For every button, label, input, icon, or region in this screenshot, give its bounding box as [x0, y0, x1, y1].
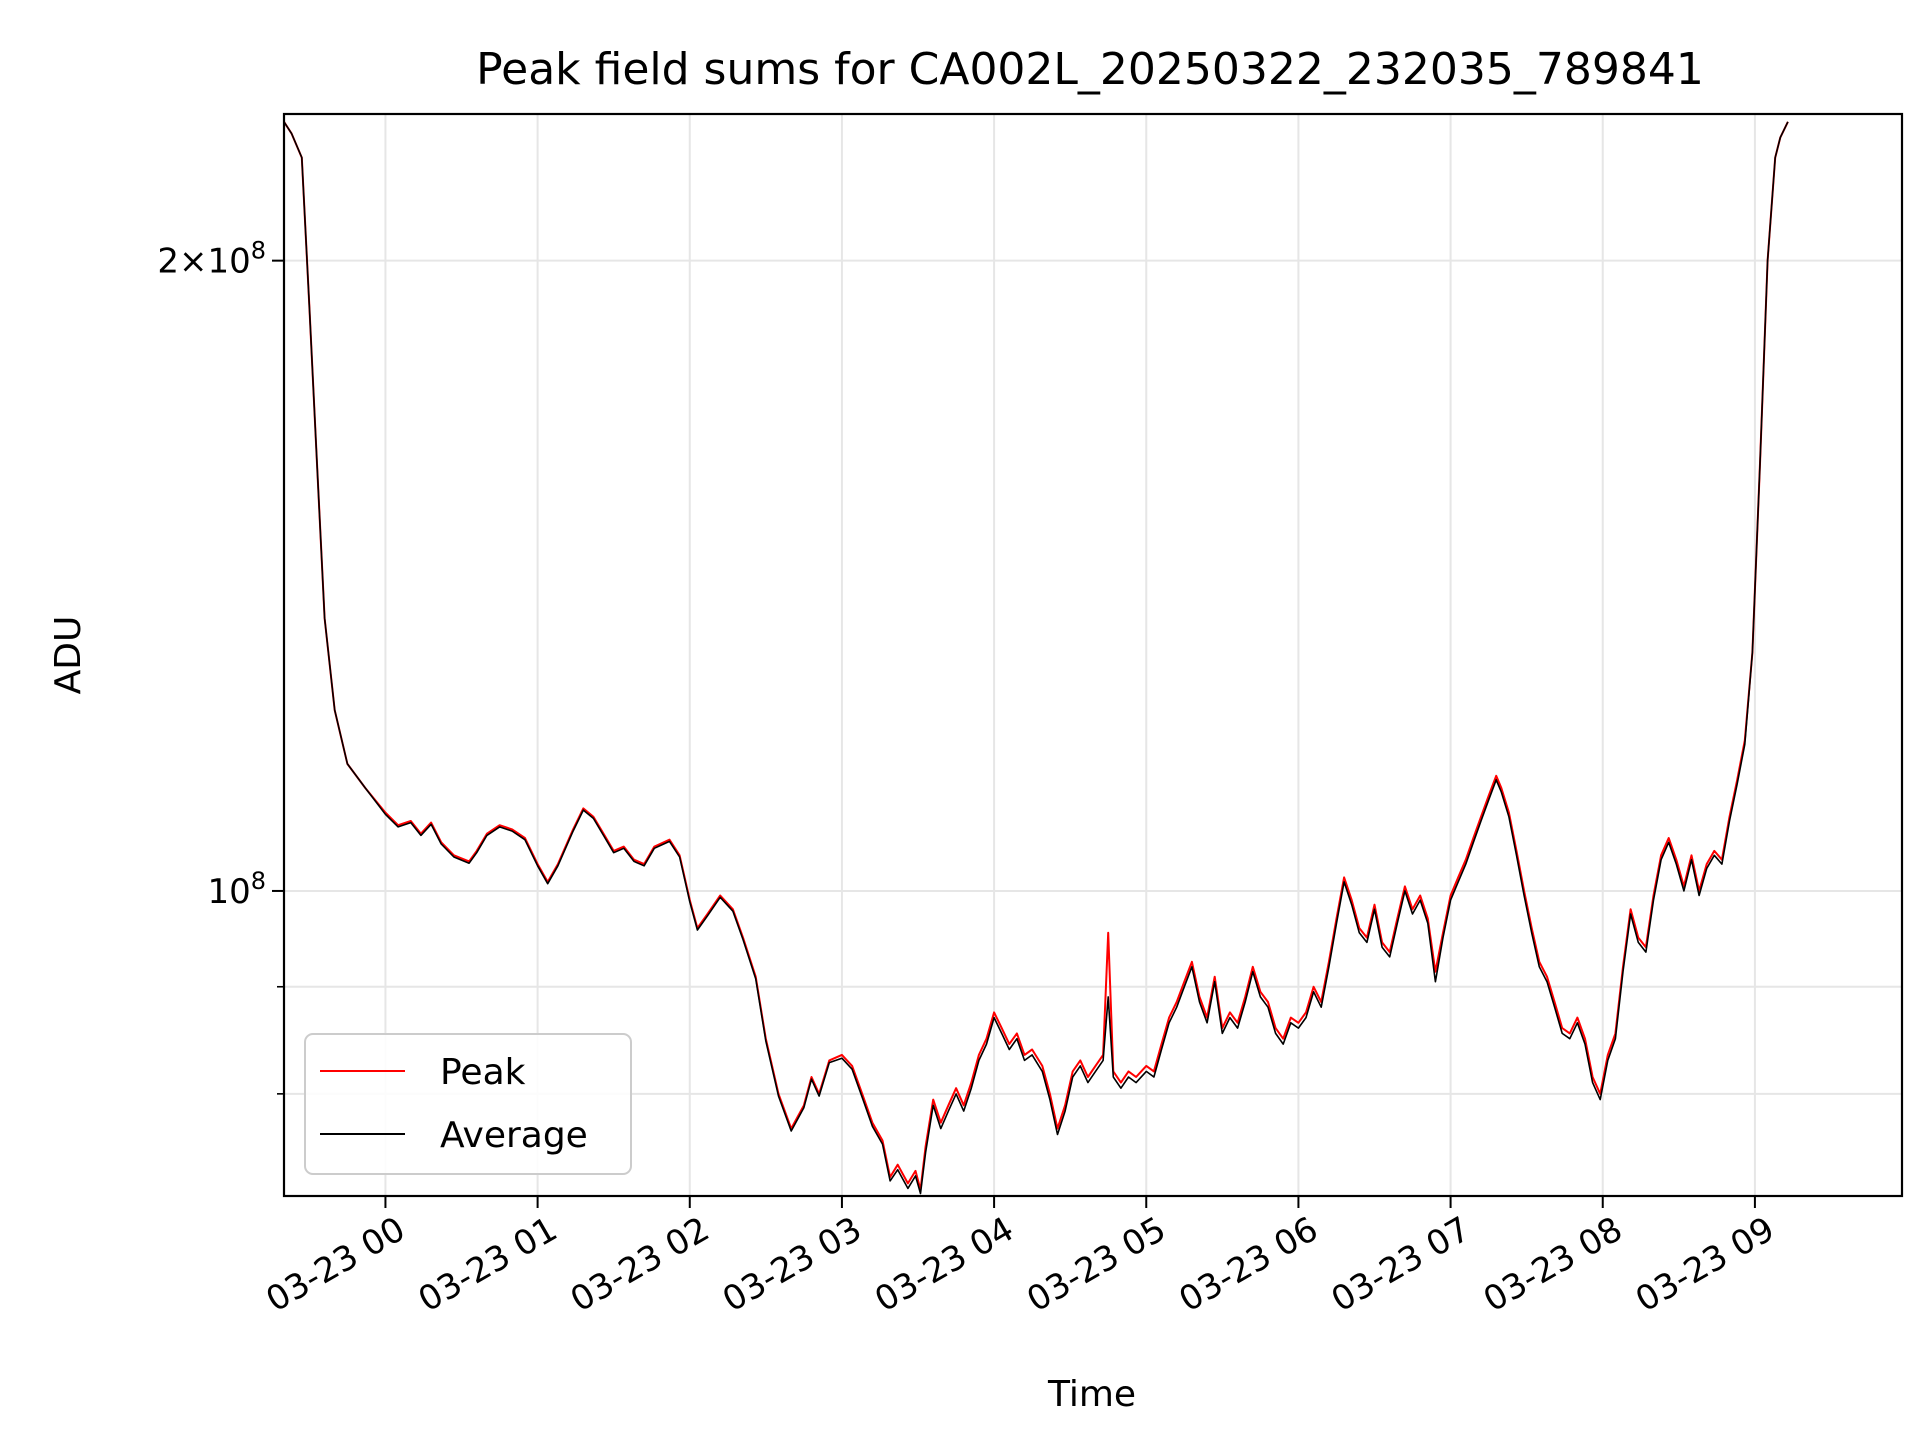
y-axis-label: ADU	[48, 616, 89, 695]
x-axis-label: Time	[1047, 1374, 1136, 1415]
y-tick-label: 108	[207, 867, 266, 912]
legend: Peak Average	[304, 1033, 632, 1175]
series-line-average	[283, 121, 1789, 1195]
grid-lines	[284, 114, 1902, 1196]
plot-series	[283, 121, 1789, 1195]
chart-title: Peak field sums for CA002L_20250322_2320…	[476, 44, 1704, 95]
legend-box	[304, 1033, 632, 1175]
legend-label-peak: Peak	[440, 1052, 526, 1093]
legend-label-average: Average	[440, 1115, 588, 1156]
series-line-peak	[283, 121, 1789, 1191]
plot-frame	[282, 112, 1904, 1198]
y-axis: 108 2×108	[157, 237, 284, 1095]
y-tick-label: 2×108	[157, 237, 266, 282]
